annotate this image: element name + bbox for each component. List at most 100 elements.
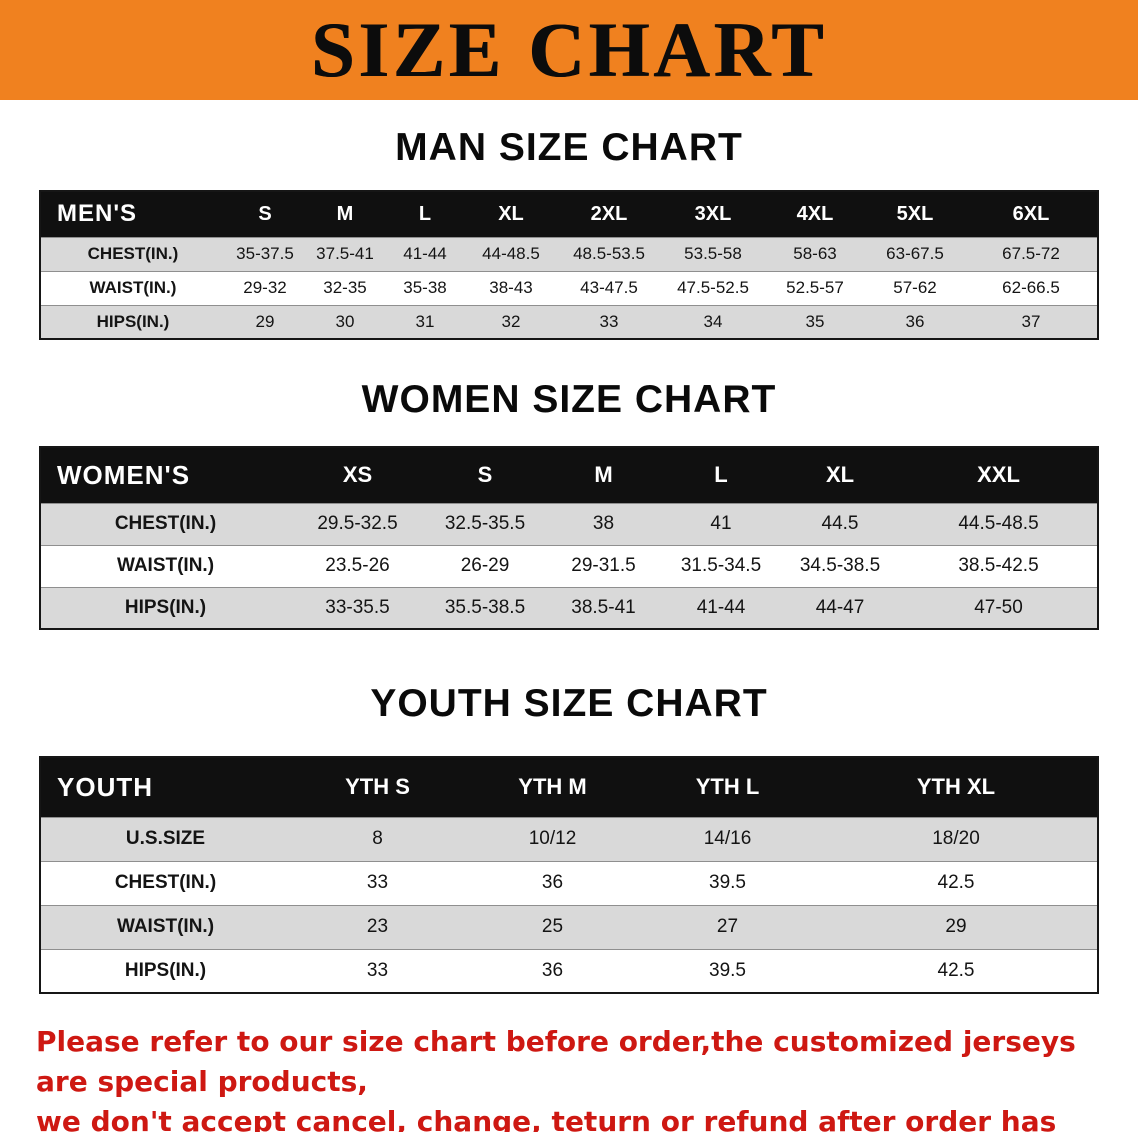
data-cell: 23: [366, 916, 389, 937]
data-cell: 52.5-57: [786, 278, 844, 297]
youth-hips-row: HIPS(IN.) 33 36 39.5 42.5: [40, 949, 1098, 993]
youth-size-header-cell: YTH L: [640, 757, 815, 817]
data-cell: 26-29: [460, 555, 510, 576]
data-cell: 31.5-34.5: [680, 555, 762, 576]
data-cell: 44.5-48.5: [958, 513, 1039, 534]
data-cell: 35.5-38.5: [444, 596, 526, 618]
men-table-header-row: MEN'S S M L XL 2XL 3XL 4XL 5XL 6XL: [40, 191, 1098, 237]
row-label-cell: WAIST(IN.): [116, 555, 215, 576]
men-size-header-cell: XL: [465, 191, 557, 237]
data-cell: 31: [415, 311, 435, 331]
row-label-cell: CHEST(IN.): [114, 513, 217, 534]
data-cell: 37: [1021, 311, 1041, 331]
women-hips-row: HIPS(IN.) 33-35.5 35.5-38.5 38.5-41 41-4…: [40, 587, 1098, 629]
data-cell: 10/12: [528, 828, 577, 849]
youth-chest-row: CHEST(IN.) 33 36 39.5 42.5: [40, 861, 1098, 905]
women-table-header-row: WOMEN'S XS S M L XL XXL: [40, 447, 1098, 503]
men-size-header-cell: 4XL: [765, 191, 865, 237]
data-cell: 58-63: [793, 244, 837, 263]
men-hips-row: HIPS(IN.) 29 30 31 32 33 34 35 36 37: [40, 305, 1098, 339]
data-cell: 53.5-58: [684, 244, 742, 263]
data-cell: 42.5: [937, 959, 975, 981]
data-cell: 32: [501, 311, 521, 331]
data-cell: 14/16: [703, 828, 752, 849]
women-size-header-cell: XXL: [900, 447, 1098, 503]
women-waist-row: WAIST(IN.) 23.5-26 26-29 29-31.5 31.5-34…: [40, 545, 1098, 587]
data-cell: 32.5-35.5: [444, 513, 526, 534]
women-section-heading: WOMEN SIZE CHART: [361, 378, 777, 421]
disclaimer: Please refer to our size chart before or…: [0, 1022, 1138, 1132]
data-cell: 34.5-38.5: [799, 555, 881, 576]
women-size-header-cell: XL: [780, 447, 900, 503]
women-size-header-cell: S: [425, 447, 545, 503]
data-cell: 38: [592, 513, 615, 534]
disclaimer-line-1: Please refer to our size chart before or…: [36, 1025, 1076, 1098]
data-cell: 36: [541, 872, 564, 893]
data-cell: 30: [335, 311, 355, 331]
youth-size-header-cell: YTH S: [290, 757, 465, 817]
data-cell: 25: [541, 916, 564, 937]
data-cell: 41-44: [696, 596, 746, 618]
data-cell: 42.5: [937, 872, 975, 893]
men-size-table: MEN'S S M L XL 2XL 3XL 4XL 5XL 6XL CHEST…: [39, 190, 1099, 340]
data-cell: 29-32: [243, 278, 287, 297]
disclaimer-line-2: we don't accept cancel, change, teturn o…: [36, 1104, 1057, 1132]
data-cell: 62-66.5: [1002, 278, 1060, 297]
data-cell: 48.5-53.5: [573, 244, 645, 263]
men-corner-header-cell: MEN'S: [40, 191, 225, 237]
data-cell: 41-44: [403, 244, 447, 263]
data-cell: 8: [372, 828, 383, 849]
data-cell: 41: [710, 513, 732, 534]
men-size-header-cell: 3XL: [661, 191, 765, 237]
data-cell: 29.5-32.5: [317, 513, 398, 534]
data-cell: 27: [716, 916, 739, 937]
men-size-header-cell: S: [225, 191, 305, 237]
data-cell: 33: [366, 872, 389, 893]
data-cell: 23.5-26: [325, 555, 390, 576]
row-label-cell: U.S.SIZE: [125, 828, 206, 849]
data-cell: 29: [945, 916, 967, 937]
row-label-cell: WAIST(IN.): [116, 916, 215, 937]
data-cell: 29-31.5: [571, 555, 636, 576]
data-cell: 44.5: [821, 513, 859, 534]
men-size-header-cell: 2XL: [557, 191, 661, 237]
row-label-cell: CHEST(IN.): [87, 244, 179, 263]
data-cell: 29: [255, 311, 275, 331]
men-size-header-cell: 5XL: [865, 191, 965, 237]
youth-waist-row: WAIST(IN.) 23 25 27 29: [40, 905, 1098, 949]
men-chest-row: CHEST(IN.) 35-37.5 37.5-41 41-44 44-48.5…: [40, 237, 1098, 271]
youth-size-header-cell: YTH XL: [815, 757, 1098, 817]
data-cell: 39.5: [709, 959, 746, 981]
banner-title: SIZE CHART: [310, 6, 828, 93]
row-label-cell: WAIST(IN.): [89, 278, 177, 297]
youth-section-heading: YOUTH SIZE CHART: [370, 682, 768, 725]
data-cell: 67.5-72: [1002, 244, 1060, 263]
data-cell: 38.5-41: [571, 596, 636, 618]
men-size-header-cell: 6XL: [965, 191, 1098, 237]
data-cell: 33: [366, 959, 389, 981]
youth-corner-header-cell: YOUTH: [40, 757, 290, 817]
women-size-header-cell: L: [662, 447, 780, 503]
data-cell: 18/20: [932, 828, 980, 849]
women-chest-row: CHEST(IN.) 29.5-32.5 32.5-35.5 38 41 44.…: [40, 503, 1098, 545]
youth-size-header-cell: YTH M: [465, 757, 640, 817]
data-cell: 57-62: [893, 278, 937, 297]
data-cell: 33-35.5: [325, 596, 390, 618]
data-cell: 36: [905, 311, 925, 331]
row-label-cell: HIPS(IN.): [96, 311, 170, 331]
data-cell: 34: [703, 311, 723, 331]
banner: SIZE CHART: [0, 0, 1138, 100]
data-cell: 63-67.5: [886, 244, 944, 263]
row-label-cell: HIPS(IN.): [124, 959, 207, 981]
data-cell: 35: [805, 311, 825, 331]
data-cell: 38-43: [489, 278, 533, 297]
women-size-table: WOMEN'S XS S M L XL XXL CHEST(IN.) 29.5-…: [39, 446, 1099, 630]
data-cell: 47-50: [974, 596, 1023, 618]
data-cell: 32-35: [323, 278, 367, 297]
data-cell: 47.5-52.5: [677, 278, 749, 297]
data-cell: 44-48.5: [482, 244, 540, 263]
row-label-cell: CHEST(IN.): [114, 872, 217, 893]
women-size-header-cell: XS: [290, 447, 425, 503]
row-label-cell: HIPS(IN.): [124, 596, 207, 618]
